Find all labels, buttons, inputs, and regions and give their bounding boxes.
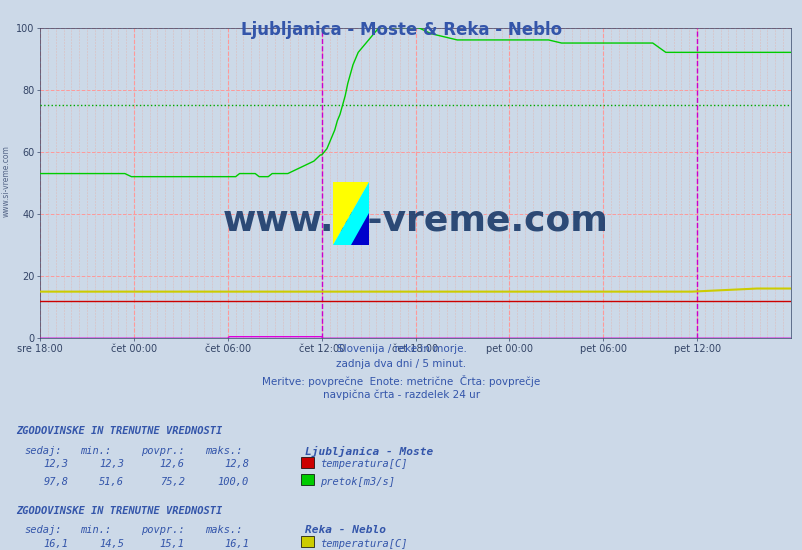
Text: sedaj:: sedaj: [24, 446, 62, 455]
Text: min.:: min.: [80, 446, 111, 455]
Polygon shape [333, 182, 369, 245]
Text: Meritve: povprečne  Enote: metrične  Črta: povprečje: Meritve: povprečne Enote: metrične Črta:… [262, 375, 540, 387]
Text: maks.:: maks.: [205, 446, 242, 455]
Text: 12,3: 12,3 [99, 459, 124, 469]
Text: 16,1: 16,1 [224, 539, 249, 549]
Text: min.:: min.: [80, 525, 111, 535]
Text: www.si-vreme.com: www.si-vreme.com [222, 203, 608, 237]
Text: 97,8: 97,8 [43, 477, 68, 487]
Text: 12,6: 12,6 [160, 459, 184, 469]
Text: pretok[m3/s]: pretok[m3/s] [319, 477, 394, 487]
Text: povpr.:: povpr.: [140, 446, 184, 455]
Text: temperatura[C]: temperatura[C] [319, 459, 407, 469]
Text: maks.:: maks.: [205, 525, 242, 535]
Text: ZGODOVINSKE IN TRENUTNE VREDNOSTI: ZGODOVINSKE IN TRENUTNE VREDNOSTI [16, 426, 222, 436]
Polygon shape [351, 213, 369, 245]
Text: Ljubljanica - Moste & Reka - Neblo: Ljubljanica - Moste & Reka - Neblo [241, 21, 561, 39]
Polygon shape [333, 182, 369, 245]
Text: zadnja dva dni / 5 minut.: zadnja dva dni / 5 minut. [336, 359, 466, 369]
Text: Slovenija / reke in morje.: Slovenija / reke in morje. [336, 344, 466, 354]
Text: ZGODOVINSKE IN TRENUTNE VREDNOSTI: ZGODOVINSKE IN TRENUTNE VREDNOSTI [16, 506, 222, 516]
Text: sedaj:: sedaj: [24, 525, 62, 535]
Text: 14,5: 14,5 [99, 539, 124, 549]
Text: navpična črta - razdelek 24 ur: navpična črta - razdelek 24 ur [322, 390, 480, 400]
Text: 100,0: 100,0 [217, 477, 249, 487]
Text: 16,1: 16,1 [43, 539, 68, 549]
Text: temperatura[C]: temperatura[C] [319, 539, 407, 549]
Text: 15,1: 15,1 [160, 539, 184, 549]
Text: 12,8: 12,8 [224, 459, 249, 469]
Text: Reka - Neblo: Reka - Neblo [305, 525, 386, 535]
Text: 12,3: 12,3 [43, 459, 68, 469]
Text: 75,2: 75,2 [160, 477, 184, 487]
Text: Ljubljanica - Moste: Ljubljanica - Moste [305, 446, 433, 456]
Text: povpr.:: povpr.: [140, 525, 184, 535]
Text: www.si-vreme.com: www.si-vreme.com [2, 146, 11, 217]
Text: 51,6: 51,6 [99, 477, 124, 487]
